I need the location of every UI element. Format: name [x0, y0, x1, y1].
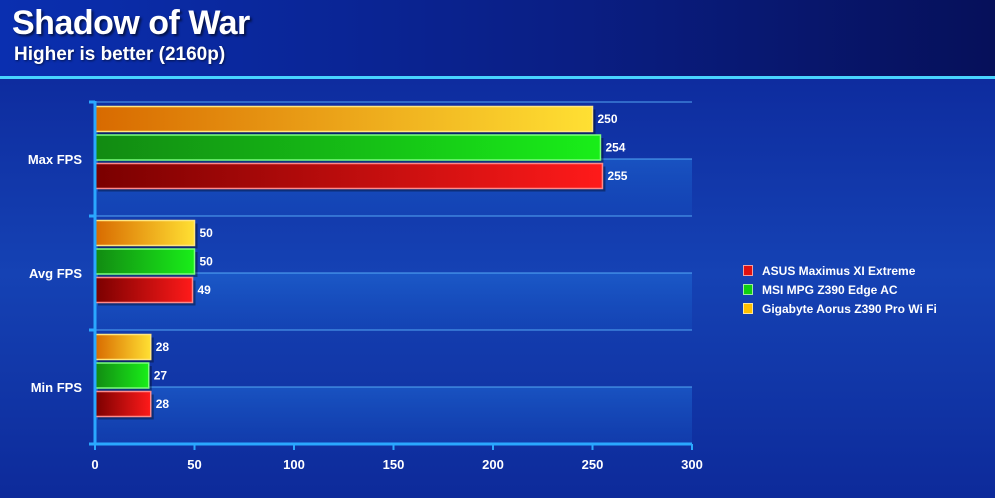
plot-band — [95, 273, 692, 330]
chart-title: Shadow of War — [12, 4, 250, 42]
legend-item: Gigabyte Aorus Z390 Pro Wi Fi — [743, 300, 937, 317]
x-tick-label: 0 — [91, 457, 98, 472]
plot-band — [95, 387, 692, 444]
legend-swatch — [743, 265, 753, 276]
bar-value-label: 250 — [598, 112, 618, 126]
x-tick-label: 150 — [383, 457, 405, 472]
bar — [94, 276, 194, 304]
y-category-label: Min FPS — [31, 380, 83, 395]
bar-value-label: 27 — [154, 369, 168, 383]
bar — [94, 162, 604, 190]
legend-label: Gigabyte Aorus Z390 Pro Wi Fi — [762, 301, 937, 316]
bar — [94, 248, 196, 275]
legend-swatch — [743, 303, 753, 314]
bar — [94, 333, 152, 361]
bar-value-label: 254 — [605, 141, 625, 155]
legend-item: ASUS Maximus XI Extreme — [743, 262, 937, 279]
legend-label: ASUS Maximus XI Extreme — [762, 263, 916, 278]
legend-item: MSI MPG Z390 Edge AC — [743, 281, 937, 298]
legend-swatch — [743, 284, 753, 295]
bar-value-label: 49 — [198, 283, 212, 297]
chart-subtitle: Higher is better (2160p) — [14, 44, 226, 65]
x-tick-label: 250 — [582, 457, 604, 472]
bar-value-label: 50 — [200, 255, 214, 269]
bar — [94, 219, 196, 247]
x-tick-label: 200 — [482, 457, 504, 472]
bar — [94, 390, 152, 418]
x-tick-label: 300 — [681, 457, 703, 472]
chart-header: Shadow of War Higher is better (2160p) — [0, 0, 995, 76]
header-divider — [0, 76, 995, 79]
bar — [94, 105, 594, 133]
legend-label: MSI MPG Z390 Edge AC — [762, 282, 898, 297]
x-tick-label: 50 — [187, 457, 201, 472]
y-category-label: Avg FPS — [29, 266, 82, 281]
bar-value-label: 28 — [156, 397, 170, 411]
chart-legend: ASUS Maximus XI Extreme MSI MPG Z390 Edg… — [743, 262, 937, 319]
bar — [94, 134, 602, 161]
bar-value-label: 28 — [156, 340, 170, 354]
bar-value-label: 50 — [200, 226, 214, 240]
x-tick-label: 100 — [283, 457, 305, 472]
bar-value-label: 255 — [607, 169, 627, 183]
y-category-label: Max FPS — [28, 152, 83, 167]
bar — [94, 362, 150, 389]
